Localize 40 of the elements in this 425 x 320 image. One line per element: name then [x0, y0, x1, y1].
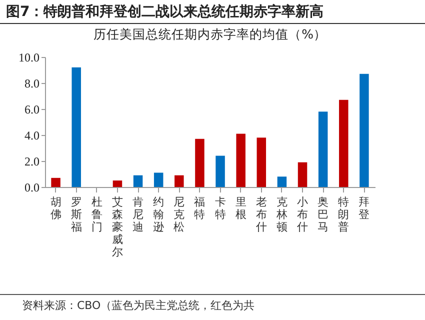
x-tick-label: 尼克松: [174, 196, 185, 234]
y-tick-label: 8.0: [24, 76, 40, 90]
x-tick-label: 卡特: [214, 196, 226, 221]
bar: [174, 175, 184, 187]
bar: [216, 156, 225, 187]
chart-title: 图7：特朗普和拜登创二战以来总统任期赤字率新高: [0, 0, 425, 24]
bar: [256, 138, 266, 187]
y-tick-label: 0.0: [24, 180, 40, 194]
x-tick-label: 里根: [235, 196, 246, 221]
bar: [360, 74, 369, 187]
bar: [112, 180, 122, 187]
x-tick-label: 杜鲁门: [91, 196, 102, 234]
x-tick-label: 约翰逊: [153, 196, 164, 234]
bar: [236, 134, 246, 187]
x-tick-label: 奥巴马: [318, 196, 329, 234]
y-tick-label: 4.0: [24, 128, 40, 142]
y-tick-label: 2.0: [24, 154, 40, 168]
chart-subtitle: 历任美国总统任期内赤字率的均值（%）: [94, 26, 326, 42]
bar: [339, 100, 348, 187]
x-tick-label: 罗斯福: [70, 196, 82, 234]
x-tick-label: 艾森豪威尔: [112, 196, 123, 258]
x-tick-label: 拜登: [358, 196, 370, 221]
x-tick-label: 肯尼迪: [132, 196, 144, 234]
bar: [195, 138, 204, 187]
x-tick-label: 特朗普: [338, 196, 350, 234]
x-tick-label: 胡佛: [50, 196, 62, 221]
bar: [277, 176, 287, 187]
bar: [133, 175, 143, 187]
bar: [51, 178, 60, 187]
x-tick-label: 老布什: [256, 196, 267, 234]
x-tick-label: 福特: [194, 196, 206, 221]
bar: [72, 67, 81, 187]
bar: [154, 172, 164, 187]
y-tick-label: 10.0: [18, 50, 40, 64]
text: 资料来源：CBO（蓝色为民主党总统，红色为共: [0, 294, 425, 313]
x-tick-label: 小布什: [297, 196, 308, 234]
bar: [318, 112, 328, 187]
x-tick-label: 克林顿: [275, 196, 288, 234]
y-tick-label: 6.0: [24, 102, 40, 116]
bar: [298, 162, 308, 187]
